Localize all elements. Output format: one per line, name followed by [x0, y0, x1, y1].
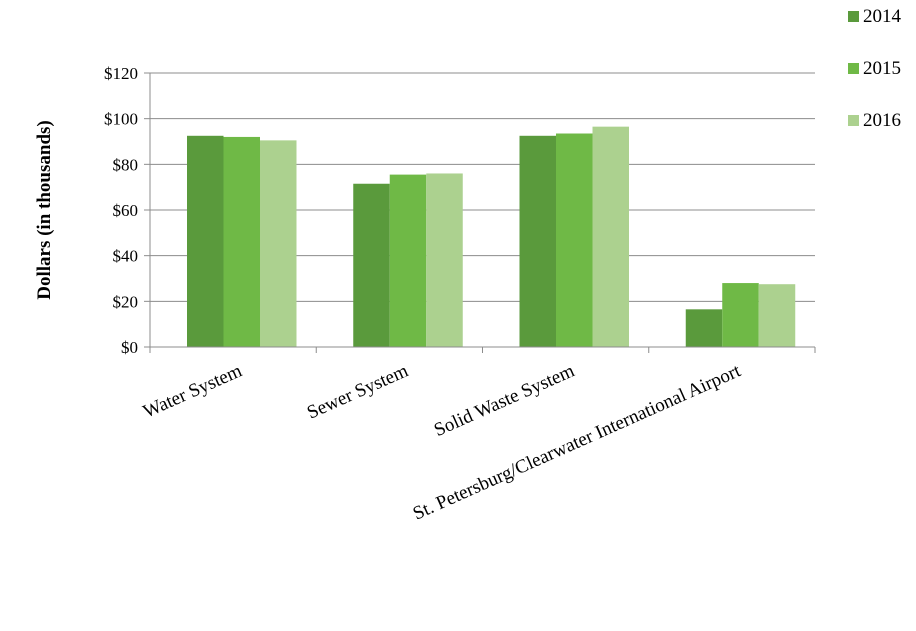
y-tick-label: $100: [104, 110, 138, 129]
legend-label-2016: 2016: [863, 110, 901, 131]
bar-2014-3: [685, 309, 723, 347]
legend: 2014 2015 2016: [848, 6, 902, 131]
bar-2016-0: [260, 140, 297, 347]
y-tick-label: $0: [121, 338, 138, 357]
legend-swatch-2016: [848, 115, 859, 126]
legend-swatch-2015: [848, 63, 859, 74]
x-category-labels: Water System Sewer System Solid Waste Syst…: [140, 360, 744, 524]
x-category-label: Sewer System: [304, 360, 412, 423]
bar-2014-2: [519, 135, 556, 347]
y-tick-label: $60: [113, 201, 139, 220]
x-category-label: St. Petersburg/Clearwater International …: [410, 360, 745, 524]
bar-2015-3: [722, 283, 759, 347]
legend-label-2014: 2014: [863, 6, 902, 27]
bar-2016-1: [426, 173, 463, 347]
bar-2016-3: [758, 284, 796, 347]
y-tick-label: $40: [113, 247, 139, 266]
y-tick-label: $80: [113, 155, 139, 174]
x-category-label: Water System: [140, 360, 245, 422]
bar-2016-2: [592, 126, 629, 348]
legend-label-2015: 2015: [863, 58, 901, 79]
bar-2015-0: [223, 136, 260, 347]
legend-swatch-2014: [848, 11, 859, 22]
y-tick-label: $120: [104, 64, 138, 83]
x-category-label: Solid Waste System: [431, 360, 578, 441]
bar-2015-1: [389, 174, 427, 347]
axes: [144, 72, 816, 353]
y-tick-labels: $0 $20 $40 $60 $80 $100 $120: [104, 64, 138, 357]
bar-2015-2: [556, 133, 593, 347]
bars: [187, 126, 796, 348]
bar-2014-0: [187, 135, 224, 347]
y-tick-label: $20: [113, 292, 139, 311]
y-axis-label: Dollars (in thousands): [34, 120, 55, 300]
bar-2014-1: [353, 183, 390, 347]
